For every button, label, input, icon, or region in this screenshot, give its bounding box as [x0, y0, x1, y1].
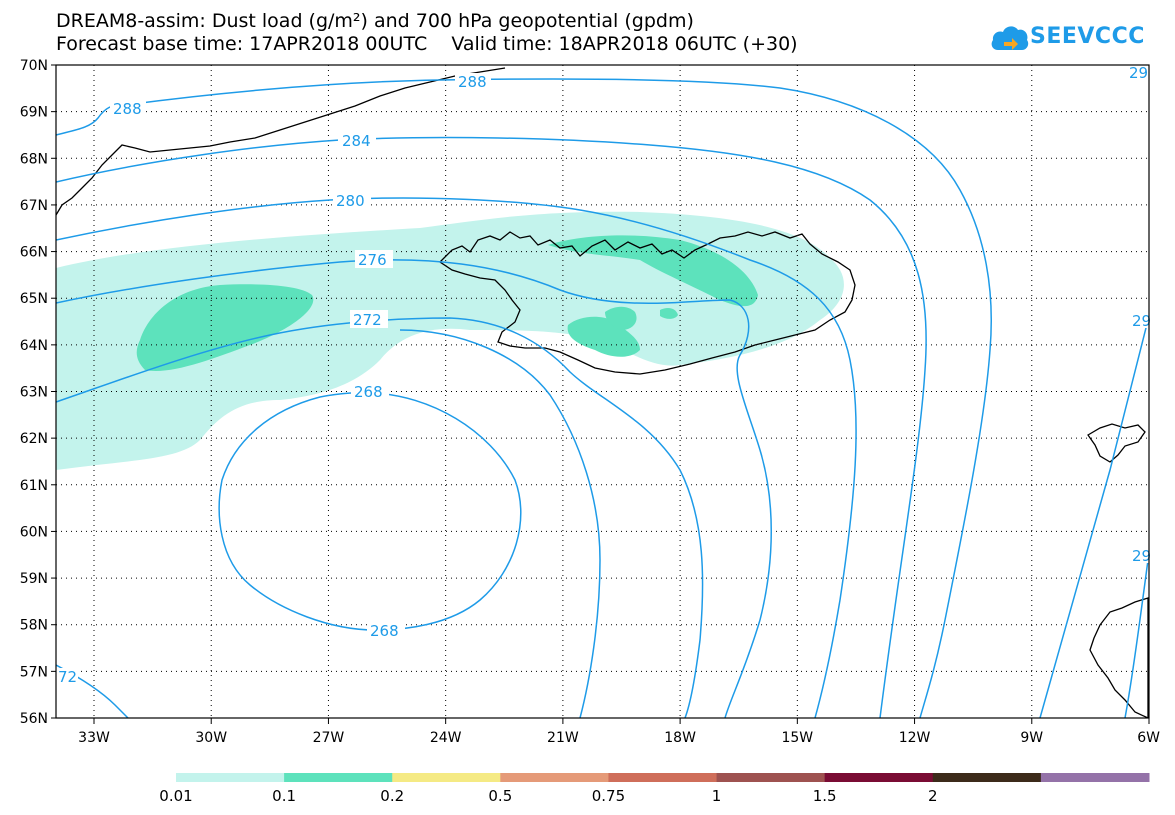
lat-label: 63N — [20, 385, 48, 401]
legend-swatch — [716, 773, 826, 782]
lon-label: 18W — [664, 730, 696, 746]
contour-label-29-se: 29 — [1132, 547, 1151, 565]
lon-label: 30W — [195, 730, 227, 746]
dust-medium-area-south3 — [660, 307, 678, 319]
contour-label-272: 272 — [353, 311, 382, 329]
lon-label: 9W — [1020, 730, 1043, 746]
dust-light-area — [56, 211, 844, 470]
graticule — [56, 65, 1149, 718]
cloud-icon — [991, 26, 1029, 50]
lat-label: 67N — [20, 198, 48, 214]
contour-east-2 — [1124, 559, 1149, 718]
legend-label: 0.5 — [488, 787, 512, 805]
legend-label: 2 — [928, 787, 938, 805]
contour-280 — [56, 197, 857, 718]
lon-label: 21W — [547, 730, 579, 746]
lat-label: 70N — [20, 58, 48, 74]
contour-268-cell — [218, 391, 522, 631]
coastlines — [56, 67, 1149, 718]
lat-label: 64N — [20, 338, 48, 354]
lat-label: 61N — [20, 478, 48, 494]
lat-label: 60N — [20, 524, 48, 540]
legend-label: 0.01 — [159, 787, 192, 805]
legend-swatch — [392, 773, 501, 782]
contour-284 — [56, 136, 927, 718]
coastline-faroe — [1087, 423, 1146, 463]
seevccc-logo: SEEVCCC — [990, 18, 1150, 58]
lat-label: 65N — [20, 291, 48, 307]
contour-label-29-e: 29 — [1132, 312, 1151, 330]
legend-swatch — [176, 773, 285, 782]
title-line-1: DREAM8-assim: Dust load (g/m²) and 700 h… — [56, 10, 694, 32]
color-legend: 0.01 0.1 0.2 0.5 0.75 1 1.5 2 — [159, 773, 1150, 805]
title-line-2: Forecast base time: 17APR2018 00UTC Vali… — [56, 33, 798, 55]
lon-label: 6W — [1137, 730, 1160, 746]
contour-label-280: 280 — [336, 192, 365, 210]
legend-label: 0.1 — [272, 787, 296, 805]
contour-label-284: 284 — [342, 132, 371, 150]
dust-medium-area-north — [548, 235, 758, 307]
lat-label: 59N — [20, 571, 48, 587]
contour-label-268-south: 268 — [370, 622, 399, 640]
contour-labels: 288 288 284 280 276 272 268 268 72 29 29… — [56, 64, 1151, 686]
contour-label-72: 72 — [58, 668, 77, 686]
coastline-greenland — [56, 67, 506, 216]
lon-label: 15W — [781, 730, 813, 746]
dust-load-field — [56, 211, 844, 470]
legend-label: 0.75 — [592, 787, 625, 805]
dust-medium-area-south — [567, 316, 640, 357]
contour-label-276: 276 — [358, 251, 387, 269]
lon-label: 33W — [78, 730, 110, 746]
contour-label-268-north: 268 — [354, 383, 383, 401]
dust-medium-area-west — [136, 284, 314, 371]
legend-swatch — [1040, 773, 1150, 782]
contour-label-288-west: 288 — [113, 100, 142, 118]
lon-label: 12W — [899, 730, 931, 746]
coastline-scotland — [1089, 597, 1149, 718]
legend-swatch — [284, 773, 393, 782]
lat-label: 56N — [20, 711, 48, 727]
coastline-iceland — [438, 231, 856, 375]
contour-272 — [56, 317, 704, 718]
longitude-axis: 33W 30W 27W 24W 21W 18W 15W 12W 9W 6W — [78, 718, 1160, 746]
lat-label: 57N — [20, 664, 48, 680]
legend-swatch — [500, 773, 609, 782]
lat-label: 66N — [20, 245, 48, 261]
contour-label-29-ne: 29 — [1129, 64, 1148, 82]
legend-label: 1 — [712, 787, 722, 805]
lat-label: 58N — [20, 618, 48, 634]
legend-label: 0.2 — [380, 787, 404, 805]
contour-268-east — [399, 329, 601, 718]
lat-label: 62N — [20, 431, 48, 447]
contour-east-1 — [1039, 319, 1149, 718]
lat-label: 69N — [20, 105, 48, 121]
legend-swatch — [608, 773, 718, 782]
legend-swatch — [824, 773, 934, 782]
contour-276 — [56, 259, 772, 718]
legend-swatch — [932, 773, 1042, 782]
latitude-axis: 70N 69N 68N 67N 66N 65N 64N 63N 62N 61N 60N 59N 58N 5… — [20, 58, 56, 727]
dust-medium-area-south2 — [605, 306, 637, 330]
legend-label: 1.5 — [813, 787, 837, 805]
lon-label: 24W — [430, 730, 462, 746]
logo-text: SEEVCCC — [1030, 24, 1145, 49]
lon-label: 27W — [313, 730, 345, 746]
lat-label: 68N — [20, 151, 48, 167]
contour-label-288-north: 288 — [458, 73, 487, 91]
